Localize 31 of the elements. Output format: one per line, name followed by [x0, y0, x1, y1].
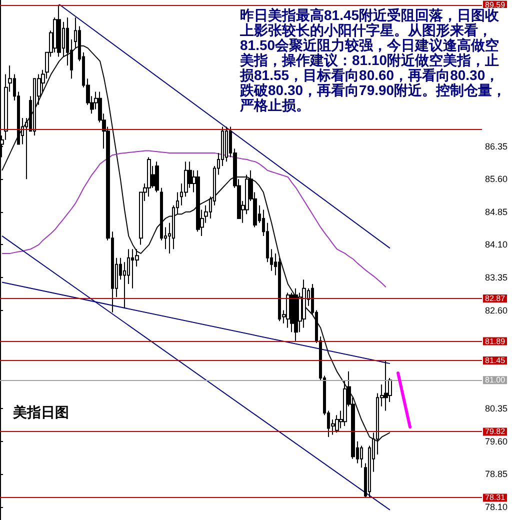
- ref-line-label: 79.82: [485, 427, 506, 436]
- y-tick-label: 80.35: [485, 404, 508, 414]
- candlestick: [225, 126, 228, 162]
- ref-line-label: 78.31: [485, 493, 506, 502]
- line-series: [2, 150, 386, 288]
- ref-line-label: 81.89: [485, 336, 506, 346]
- candlestick: [286, 292, 290, 328]
- y-tick-label: 85.60: [485, 174, 508, 184]
- ref-line-label: 81.00: [485, 376, 506, 385]
- y-tick-label: 84.10: [485, 240, 508, 250]
- candlestick: [384, 360, 388, 412]
- y-tick-label: 84.85: [485, 206, 508, 217]
- y-tick-label: 78.10: [485, 502, 508, 512]
- annotation: 昨日美指最高81.45附近受阻回落，日图收上影张较长的小阳什字星。从图形来看，81.50会聚近阻力较强，今日建议逢高做空美指，操作建议：81.10附近做空美指，止损81.55，目标看向80.60，再看向80.30，跌破80.30，再看向79.90附近。控制仓量，严格止损。: [240, 7, 508, 113]
- candlestick: [57, 4, 61, 58]
- y-tick-label: 78.85: [485, 469, 508, 480]
- ref-line-label: 82.87: [485, 294, 506, 303]
- candlestick: [147, 156, 151, 198]
- y-tick-label: 82.60: [485, 305, 508, 316]
- candlestick: [302, 279, 306, 328]
- y-tick-label: 83.35: [485, 272, 508, 282]
- text: 美指日图: [12, 404, 69, 420]
- candlestick: [335, 414, 339, 434]
- candlestick: [360, 445, 363, 468]
- y-tick-label: 86.35: [485, 141, 508, 152]
- ref-line-label: 89.59: [485, 0, 506, 10]
- candlestick: [155, 161, 159, 193]
- candlestick: [196, 170, 200, 232]
- y-tick-label: 79.60: [485, 436, 508, 446]
- ref-line-label: 81.45: [485, 356, 506, 366]
- candlestick: [294, 288, 298, 342]
